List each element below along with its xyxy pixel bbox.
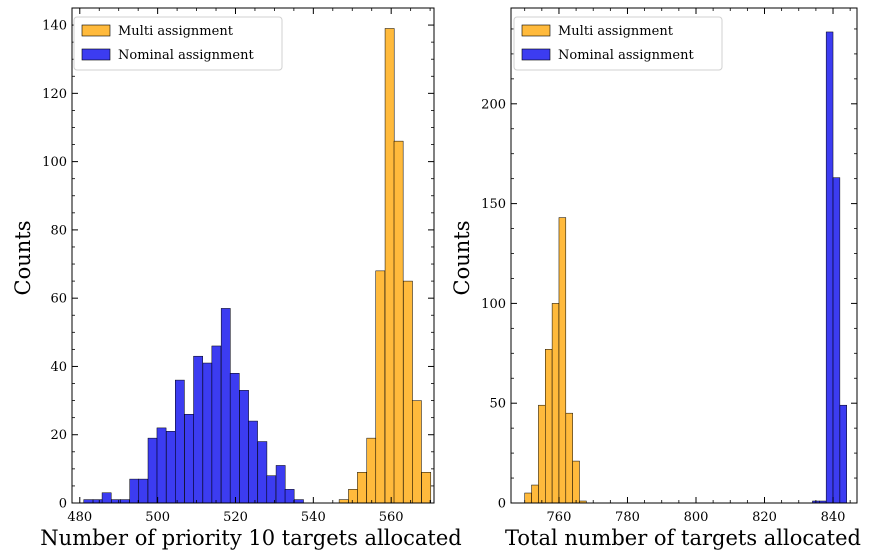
left-multi-bar [403, 280, 413, 504]
left-nominal-bar [111, 499, 121, 504]
left-nominal-bar [184, 413, 194, 504]
right-axes-frame [510, 7, 858, 504]
right-multi-bar [551, 303, 560, 504]
left-y-tick-label: 140 [42, 19, 67, 34]
left-x-tick-label: 480 [67, 510, 92, 525]
left-nominal-bar [202, 362, 213, 504]
right-legend-label-multi: Multi assignment [558, 24, 674, 39]
left-y-tick-label: 0 [59, 497, 67, 512]
right-multi-bar [524, 492, 532, 504]
right-x-tick-label: 760 [547, 510, 572, 525]
left-y-tick-label: 60 [50, 292, 67, 307]
left-nominal-bar [266, 475, 277, 504]
left-nominal-bar [166, 431, 176, 504]
left-x-tick-label: 560 [379, 510, 404, 525]
left-nominal-bar [220, 308, 231, 504]
right-multi-bar [531, 484, 539, 504]
left-multi-bar [348, 489, 358, 504]
right-legend-swatch-nominal [521, 48, 551, 61]
right-legend: Multi assignment Nominal assignment [513, 16, 723, 71]
left-multi-bar [393, 140, 404, 504]
left-y-tick-label: 40 [50, 360, 67, 375]
right-y-tick-label: 200 [481, 97, 506, 112]
right-multi-bar [565, 412, 573, 504]
left-multi-bar [366, 437, 377, 504]
left-legend-swatch-multi [81, 24, 111, 37]
right-x-axis-title: Total number of targets allocated [505, 526, 861, 550]
right-nominal-bar [832, 177, 841, 504]
left-legend-label-nominal: Nominal assignment [118, 48, 254, 63]
left-nominal-bar [248, 420, 258, 504]
left-y-axis-title: Counts [11, 221, 35, 296]
right-multi-bar [538, 404, 546, 504]
right-histogram-panel: Total number of targets allocated Counts… [450, 7, 861, 550]
left-legend-label-multi: Multi assignment [118, 24, 234, 39]
right-x-tick-label: 820 [752, 510, 777, 525]
right-multi-bar [545, 349, 553, 504]
left-legend: Multi assignment Nominal assignment [73, 16, 283, 71]
right-nominal-bar [825, 31, 834, 504]
left-y-tick-label: 120 [42, 87, 67, 102]
left-nominal-bar [257, 441, 268, 504]
left-multi-bar [375, 270, 386, 504]
left-nominal-bar [193, 355, 203, 504]
left-nominal-bar [284, 489, 295, 504]
left-multi-bar [357, 472, 367, 504]
right-y-tick-label: 150 [481, 197, 506, 212]
right-x-tick-label: 840 [821, 510, 846, 525]
left-nominal-bar [294, 499, 304, 504]
left-x-tick-label: 520 [223, 510, 248, 525]
right-x-tick-label: 800 [684, 510, 709, 525]
left-multi-bar [412, 400, 422, 504]
right-y-tick-label: 100 [481, 297, 506, 312]
left-multi-bar [384, 28, 395, 504]
left-legend-swatch-nominal [81, 48, 111, 61]
left-axes-frame [71, 7, 435, 504]
right-multi-bar [572, 460, 580, 504]
left-nominal-bar [147, 437, 158, 504]
left-legend-frame [73, 16, 283, 71]
right-y-tick-label: 0 [498, 497, 506, 512]
left-x-tick-label: 500 [145, 510, 170, 525]
right-y-tick-label: 50 [489, 397, 506, 412]
left-nominal-bar [156, 427, 167, 504]
right-legend-label-nominal: Nominal assignment [558, 48, 694, 63]
left-nominal-bar [129, 478, 140, 504]
left-y-tick-label: 100 [42, 155, 67, 170]
left-nominal-bar [83, 499, 94, 504]
left-x-axis-title: Number of priority 10 targets allocated [40, 526, 461, 550]
left-nominal-bar [239, 390, 249, 504]
right-legend-swatch-multi [521, 24, 551, 37]
left-nominal-bar [120, 499, 130, 504]
left-x-tick-label: 540 [301, 510, 326, 525]
right-y-axis-title: Counts [450, 221, 474, 296]
right-multi-bar [558, 217, 567, 504]
left-y-tick-label: 20 [50, 428, 67, 443]
left-nominal-bar [275, 465, 286, 504]
left-nominal-bar [175, 379, 185, 504]
left-nominal-bar [229, 373, 240, 504]
right-x-tick-label: 780 [615, 510, 640, 525]
left-multi-bar [421, 472, 432, 504]
right-legend-frame [513, 16, 723, 71]
left-y-tick-label: 80 [50, 223, 67, 238]
right-nominal-bar [839, 404, 847, 504]
left-multi-bar [338, 499, 349, 504]
left-nominal-bar [211, 345, 222, 504]
left-nominal-bar [138, 478, 149, 504]
left-nominal-bar [101, 492, 112, 504]
left-nominal-bar [92, 499, 103, 504]
left-histogram-panel: Number of priority 10 targets allocated … [11, 7, 462, 550]
